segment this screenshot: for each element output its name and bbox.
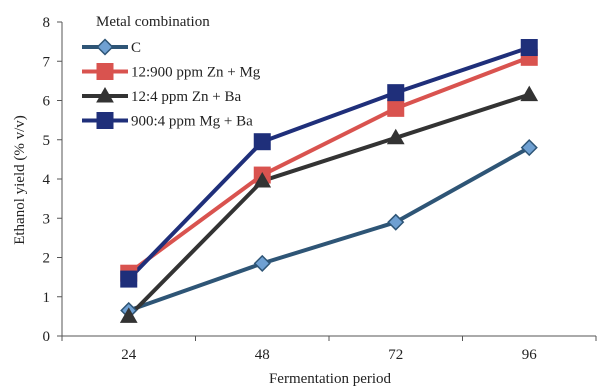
data-point <box>387 213 405 231</box>
data-point <box>253 254 271 272</box>
legend-marker <box>96 86 114 103</box>
x-tick-label: 96 <box>522 347 538 363</box>
y-tick-label: 3 <box>43 211 51 227</box>
data-point <box>386 128 405 145</box>
legend-marker <box>96 38 114 56</box>
data-point <box>387 84 405 102</box>
y-tick-label: 4 <box>43 172 51 188</box>
data-point <box>253 171 272 188</box>
series-markers <box>119 39 539 323</box>
y-tick-label: 8 <box>43 15 51 31</box>
legend-title: Metal combination <box>96 14 210 30</box>
y-tick-label: 1 <box>43 290 51 306</box>
y-axis-title: Ethanol yield (% v/v) <box>12 115 28 245</box>
y-tick-label: 0 <box>43 329 51 345</box>
legend-label: 900:4 ppm Mg + Ba <box>131 114 253 130</box>
data-point <box>520 39 538 57</box>
x-tick-label: 24 <box>121 347 137 363</box>
series-line-4 <box>127 45 530 281</box>
data-point <box>253 133 271 151</box>
legend-label: C <box>131 40 141 56</box>
legend-marker <box>96 63 114 80</box>
data-point <box>120 270 138 288</box>
legend-label: 12:4 ppm Zn + Ba <box>131 89 241 105</box>
data-point <box>119 307 138 323</box>
series-line-2 <box>127 55 530 275</box>
axes: 0 1 2 3 4 5 6 7 8 24 48 72 96 <box>43 15 597 363</box>
data-point <box>387 99 405 117</box>
data-point <box>520 85 539 102</box>
series-lines <box>127 45 531 318</box>
x-tick-label: 48 <box>255 347 270 363</box>
legend-marker <box>96 112 114 129</box>
data-point <box>520 139 538 157</box>
x-axis-title: Fermentation period <box>269 371 392 387</box>
y-tick-label: 6 <box>43 94 51 110</box>
y-tick-label: 7 <box>43 54 51 70</box>
series-line-3 <box>127 92 530 318</box>
y-tick-label: 2 <box>43 251 51 267</box>
legend-label: 12:900 ppm Zn + Mg <box>131 65 261 81</box>
x-tick-label: 72 <box>388 347 403 363</box>
series-line-1 <box>128 145 531 313</box>
y-tick-label: 5 <box>43 133 51 149</box>
legend: Metal combination C 12:900 ppm Zn + Mg 12:4… <box>82 14 261 130</box>
